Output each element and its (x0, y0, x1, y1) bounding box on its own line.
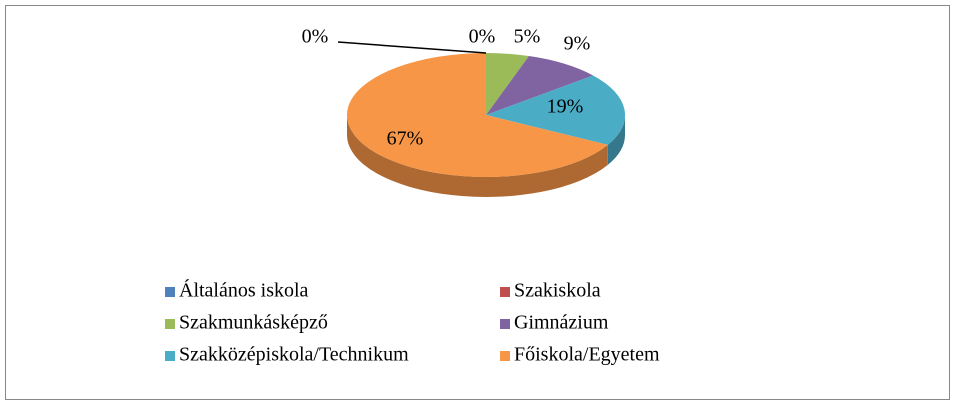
legend-label: Szakiskola (514, 280, 601, 302)
legend-label: Általános iskola (179, 279, 309, 302)
legend-label: Gimnázium (514, 312, 609, 334)
legend-swatch (165, 351, 175, 361)
data-label: 19% (547, 96, 584, 118)
pie-slice (347, 52, 608, 177)
legend-swatch (500, 287, 510, 297)
pie-slice (486, 56, 594, 115)
data-label: 9% (564, 33, 591, 55)
legend-label: Főiskola/Egyetem (514, 344, 660, 366)
leader-line (337, 41, 487, 54)
legend-swatch (165, 319, 175, 329)
pie-slice (486, 75, 625, 145)
legend-swatch (500, 319, 510, 329)
data-label: 0% (469, 26, 496, 48)
data-label: 0% (302, 26, 329, 48)
pie-side (347, 115, 608, 197)
legend-label: Szakmunkásképző (179, 312, 328, 334)
data-label: 67% (387, 128, 424, 150)
legend-label: Szakközépiskola/Technikum (179, 344, 409, 366)
legend-swatch (165, 287, 175, 297)
data-label: 5% (514, 26, 541, 48)
pie-slice (486, 53, 529, 115)
legend-swatch (500, 351, 510, 361)
pie-side (607, 115, 625, 165)
